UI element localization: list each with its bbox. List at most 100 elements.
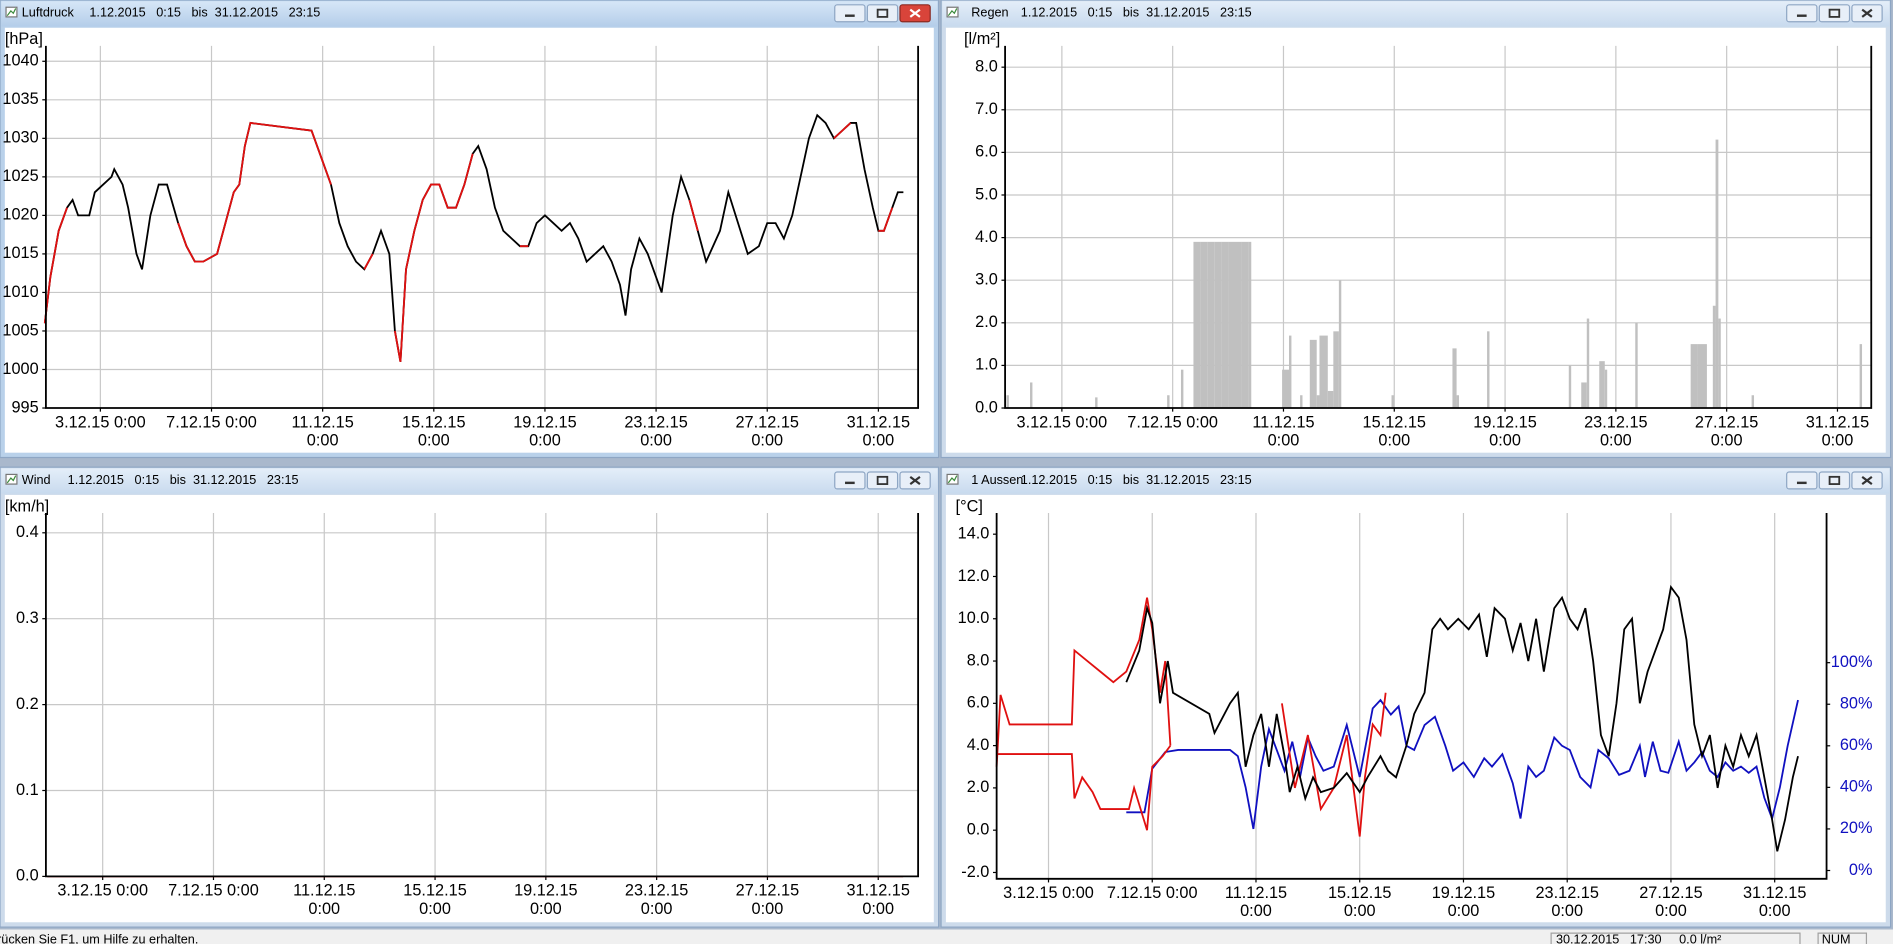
bar (1234, 241, 1242, 409)
bar (1581, 382, 1587, 409)
x-tick-label: 23.12.15 0:00 (1535, 883, 1599, 920)
window-period: 1.12.2015 0:15 bis 31.12.2015 23:15 (1021, 473, 1252, 487)
x-tick-label: 11.12.15 0:00 (1224, 883, 1288, 920)
x-tick-label: 31.12.15 0:00 (1805, 412, 1870, 450)
y-tick-label: 12.0 (958, 567, 990, 585)
y-tick-label: 1015 (2, 244, 38, 262)
window-period: 1.12.2015 0:15 bis 31.12.2015 23:15 (89, 6, 320, 20)
bar (1568, 365, 1572, 409)
x-tick-label-box: 7.12.15 0:00 (1107, 884, 1198, 902)
y-tick-label: 1005 (2, 321, 38, 339)
status-box (1550, 932, 1801, 944)
y-axis-label: [hPa] (5, 30, 43, 48)
x-tick-label: 3.12.15 0:00 (57, 881, 149, 900)
y-tick-label: 0.2 (16, 695, 39, 713)
x-tick-label: 31.12.15 0:00 (846, 412, 911, 450)
bar (1180, 369, 1184, 409)
x-tick-label: 31.12.15 0:00 (846, 881, 910, 918)
x-tick-label: 15.12.15 0:00 (1327, 883, 1392, 920)
data-line (996, 745, 1172, 831)
y-tick-label: 1020 (2, 206, 38, 224)
x-tick-label: 15.12.15 0:00 (403, 881, 467, 918)
status-box (1817, 932, 1868, 944)
x-tick-label-box: 11.12.15 0:00 (293, 881, 356, 918)
bar (1690, 344, 1698, 409)
maximize-button[interactable] (1818, 4, 1851, 23)
button-glyph (1828, 8, 1841, 18)
x-tick-label-box: 31.12.15 0:00 (1805, 412, 1870, 450)
x-tick-label-box: 19.12.15 0:00 (1473, 413, 1536, 449)
button-glyph (1861, 475, 1873, 485)
x-tick-label: 15.12.15 0:00 (402, 412, 466, 450)
maximize-button[interactable] (866, 471, 899, 490)
status-help: Drücken Sie F1, um Hilfe zu erhalten. (0, 933, 198, 944)
bar (1487, 331, 1490, 409)
x-tick-label: 3.12.15 0:00 (55, 412, 146, 431)
chart-area (4, 494, 934, 923)
y2-tick-label: 80% (1840, 695, 1873, 713)
x-tick-label-box: 27.12.15 0:00 (1639, 884, 1702, 920)
bar (1309, 339, 1317, 409)
button-glyph (909, 475, 921, 485)
bar (1338, 280, 1342, 409)
bar (1599, 361, 1605, 409)
x-tick-label-box: 3.12.15 0:00 (1003, 884, 1094, 902)
axis-line (995, 513, 1828, 880)
x-tick-label: 19.12.15 0:00 (514, 881, 578, 918)
minimize-button[interactable] (1786, 471, 1818, 490)
x-tick-label-box: 7.12.15 0:00 (168, 881, 259, 900)
y-tick-label: 0.0 (967, 821, 990, 839)
bar (1248, 241, 1252, 409)
bar (1300, 395, 1303, 409)
minimize-button[interactable] (834, 471, 866, 490)
window-title: Luftdruck (22, 6, 75, 20)
bar (1207, 241, 1215, 409)
bar (1030, 382, 1033, 409)
chart-area (4, 27, 934, 453)
y2-tick-label: 60% (1840, 736, 1873, 754)
x-tick-label: 23.12.15 0:00 (624, 881, 689, 918)
bar (1282, 369, 1290, 409)
y-tick-label: 0.4 (16, 523, 39, 541)
x-tick-label: 11.12.15 0:00 (293, 881, 356, 918)
title-bar (1, 1, 938, 27)
bar (1241, 241, 1249, 409)
y-tick-label: 8.0 (975, 57, 998, 75)
y-tick-label: 0.0 (16, 867, 39, 885)
x-tick-label: 7.12.15 0:00 (168, 881, 259, 900)
x-tick-label-box: 19.12.15 0:00 (514, 881, 578, 918)
window-icon (947, 475, 958, 484)
x-tick-label-box: 19.12.15 0:00 (513, 413, 576, 449)
bar (1221, 241, 1229, 409)
x-tick-label: 11.12.15 0:00 (291, 412, 354, 450)
bar (1319, 335, 1328, 409)
x-tick-label: 3.12.15 0:00 (1016, 412, 1108, 431)
y2-tick-label: 100% (1831, 653, 1873, 671)
bar (1333, 331, 1339, 409)
y-tick-label: 6.0 (975, 143, 998, 161)
minimize-button[interactable] (834, 4, 866, 23)
window-period: 1.12.2015 0:15 bis 31.12.2015 23:15 (68, 473, 299, 487)
bar (1391, 395, 1394, 409)
y-tick-label: 1030 (2, 129, 38, 147)
bar (1167, 395, 1170, 409)
window-icon (947, 8, 958, 17)
data-line (43, 113, 904, 362)
x-tick-label-box: 23.12.15 0:00 (1584, 413, 1647, 449)
x-tick-label-box: 15.12.15 0:00 (402, 412, 466, 450)
y-tick-label: 5.0 (975, 185, 998, 203)
window-icon (6, 8, 17, 17)
y-tick-label: -2.0 (961, 863, 989, 881)
bar (1712, 305, 1716, 409)
bar (1289, 335, 1292, 409)
minimize-button[interactable] (1786, 4, 1818, 23)
y-tick-label: 8.0 (967, 651, 990, 669)
bar (1586, 318, 1590, 409)
maximize-button[interactable] (866, 4, 899, 23)
maximize-button[interactable] (1818, 471, 1851, 490)
x-tick-label: 27.12.15 0:00 (735, 881, 800, 918)
bar (1704, 344, 1707, 409)
y2-tick-label: 0% (1849, 861, 1873, 879)
button-glyph (1861, 8, 1873, 18)
x-tick-label-box: 3.12.15 0:00 (55, 412, 146, 431)
